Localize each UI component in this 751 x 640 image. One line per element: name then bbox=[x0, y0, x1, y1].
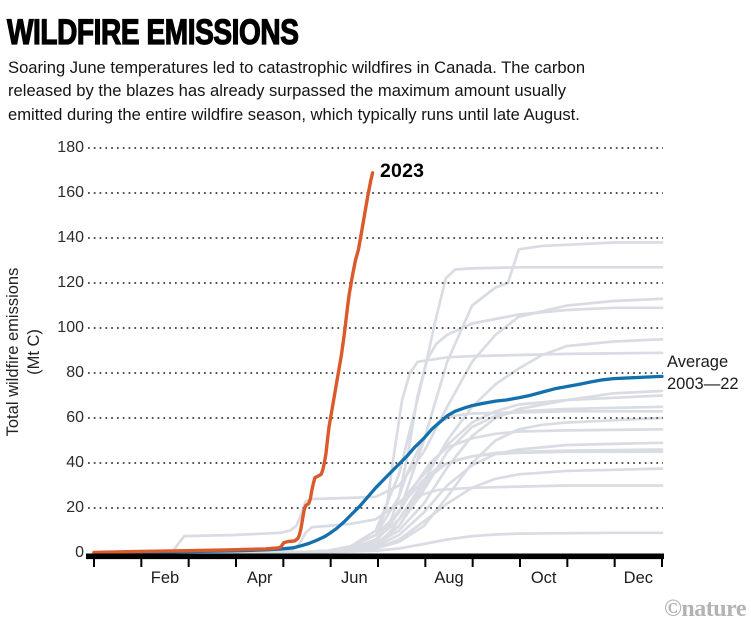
subtitle-line-1: Soaring June temperatures led to catastr… bbox=[8, 58, 586, 77]
x-tick-label-oct: Oct bbox=[530, 569, 557, 587]
y-tick-label-160: 160 bbox=[57, 184, 84, 201]
x-tick-label-dec: Dec bbox=[623, 569, 653, 587]
y-tick-label-180: 180 bbox=[57, 139, 84, 156]
background-year-line bbox=[92, 450, 664, 555]
y-tick-label-20: 20 bbox=[66, 499, 84, 516]
series-label-average: Average 2003—22 bbox=[667, 352, 739, 395]
average-label-line-1: Average bbox=[667, 353, 729, 371]
y-tick-label-60: 60 bbox=[66, 409, 84, 426]
y-tick-label-140: 140 bbox=[57, 229, 84, 246]
chart-subtitle: Soaring June temperatures led to catastr… bbox=[8, 56, 585, 126]
subtitle-line-3: emitted during the entire wildfire seaso… bbox=[8, 104, 580, 124]
x-tick-label-aug: Aug bbox=[434, 569, 464, 587]
y-tick-label-0: 0 bbox=[75, 544, 84, 561]
line-2023 bbox=[92, 171, 375, 555]
average-2003-22-line bbox=[92, 374, 664, 555]
background-year-line bbox=[92, 448, 664, 555]
y-tick-label-100: 100 bbox=[57, 319, 84, 336]
subtitle-line-2: released by the blazes has already surpa… bbox=[8, 81, 567, 101]
background-year-line bbox=[92, 297, 664, 555]
average-label-line-2: 2003—22 bbox=[667, 374, 739, 393]
x-tick-label-jun: Jun bbox=[341, 569, 368, 587]
series-label-2023: 2023 bbox=[380, 160, 425, 182]
y-tick-label-120: 120 bbox=[57, 274, 84, 291]
y-tick-label-80: 80 bbox=[66, 364, 84, 381]
x-tick-label-apr: Apr bbox=[246, 569, 273, 587]
x-tick-label-feb: Feb bbox=[150, 569, 180, 587]
background-year-line bbox=[92, 337, 664, 555]
page-title: WILDFIRE EMISSIONS bbox=[6, 12, 299, 52]
nature-watermark: ©nature bbox=[664, 596, 747, 622]
y-tick-label-40: 40 bbox=[66, 454, 84, 471]
